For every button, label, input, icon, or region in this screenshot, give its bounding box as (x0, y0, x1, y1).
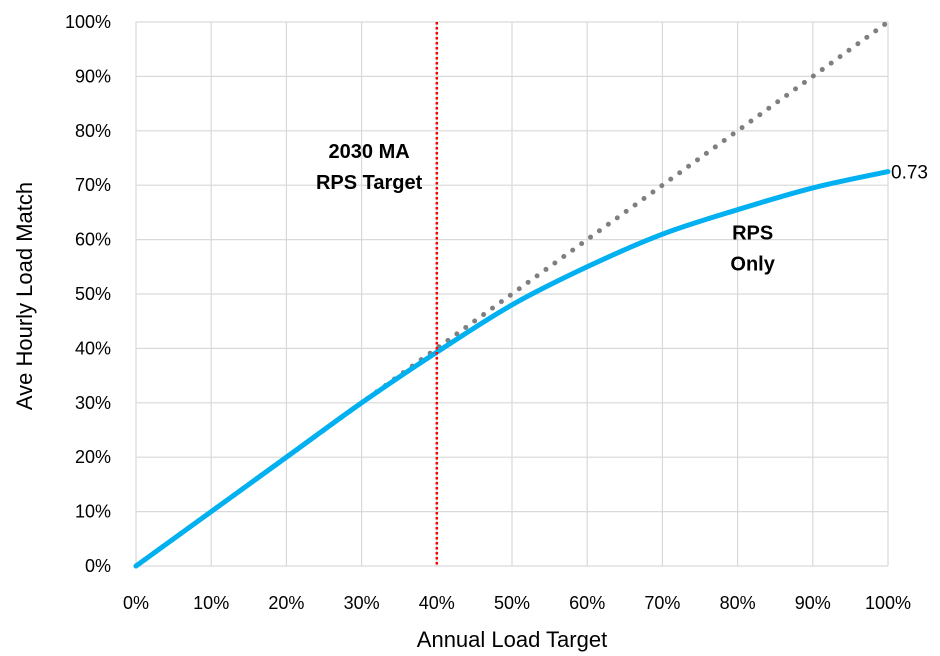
x-tick-label: 60% (569, 593, 605, 613)
annotation-line: RPS (732, 223, 773, 245)
rps-only-annotation: RPS Only (730, 223, 775, 276)
y-tick-label: 80% (75, 121, 111, 141)
rps-only-line (133, 169, 891, 569)
y-tick-label: 60% (75, 230, 111, 250)
y-tick-labels: 0% 10% 20% 30% 40% 50% 60% 70% 80% 90% 100% (65, 12, 111, 576)
series-layer (133, 19, 891, 569)
y-tick-label: 40% (75, 338, 111, 358)
x-tick-label: 30% (344, 593, 380, 613)
y-tick-label: 90% (75, 66, 111, 86)
x-tick-labels: 0% 10% 20% 30% 40% 50% 60% 70% 80% 90% 100% (123, 593, 911, 613)
annotation-line: Only (730, 254, 775, 276)
x-tick-label: 0% (123, 593, 149, 613)
annotation-line: RPS Target (316, 172, 423, 194)
y-tick-label: 0% (85, 556, 111, 576)
end-value-label: 0.73 (891, 163, 928, 184)
y-axis-title: Ave Hourly Load Match (12, 182, 37, 410)
x-tick-label: 50% (494, 593, 530, 613)
x-tick-label: 40% (419, 593, 455, 613)
x-tick-label: 90% (795, 593, 831, 613)
x-tick-label: 10% (193, 593, 229, 613)
annotation-line: 2030 MA (329, 141, 410, 163)
x-axis-title: Annual Load Target (417, 627, 607, 652)
x-tick-label: 70% (644, 593, 680, 613)
x-tick-label: 20% (268, 593, 304, 613)
y-tick-label: 10% (75, 502, 111, 522)
y-tick-label: 100% (65, 12, 111, 32)
y-tick-label: 50% (75, 284, 111, 304)
annotations: 2030 MA RPS Target RPS Only 0.73 (316, 141, 928, 276)
y-tick-label: 20% (75, 447, 111, 467)
y-tick-label: 30% (75, 393, 111, 413)
target-annotation: 2030 MA RPS Target (316, 141, 423, 194)
y-tick-label: 70% (75, 175, 111, 195)
x-tick-label: 100% (865, 593, 911, 613)
x-tick-label: 80% (720, 593, 756, 613)
